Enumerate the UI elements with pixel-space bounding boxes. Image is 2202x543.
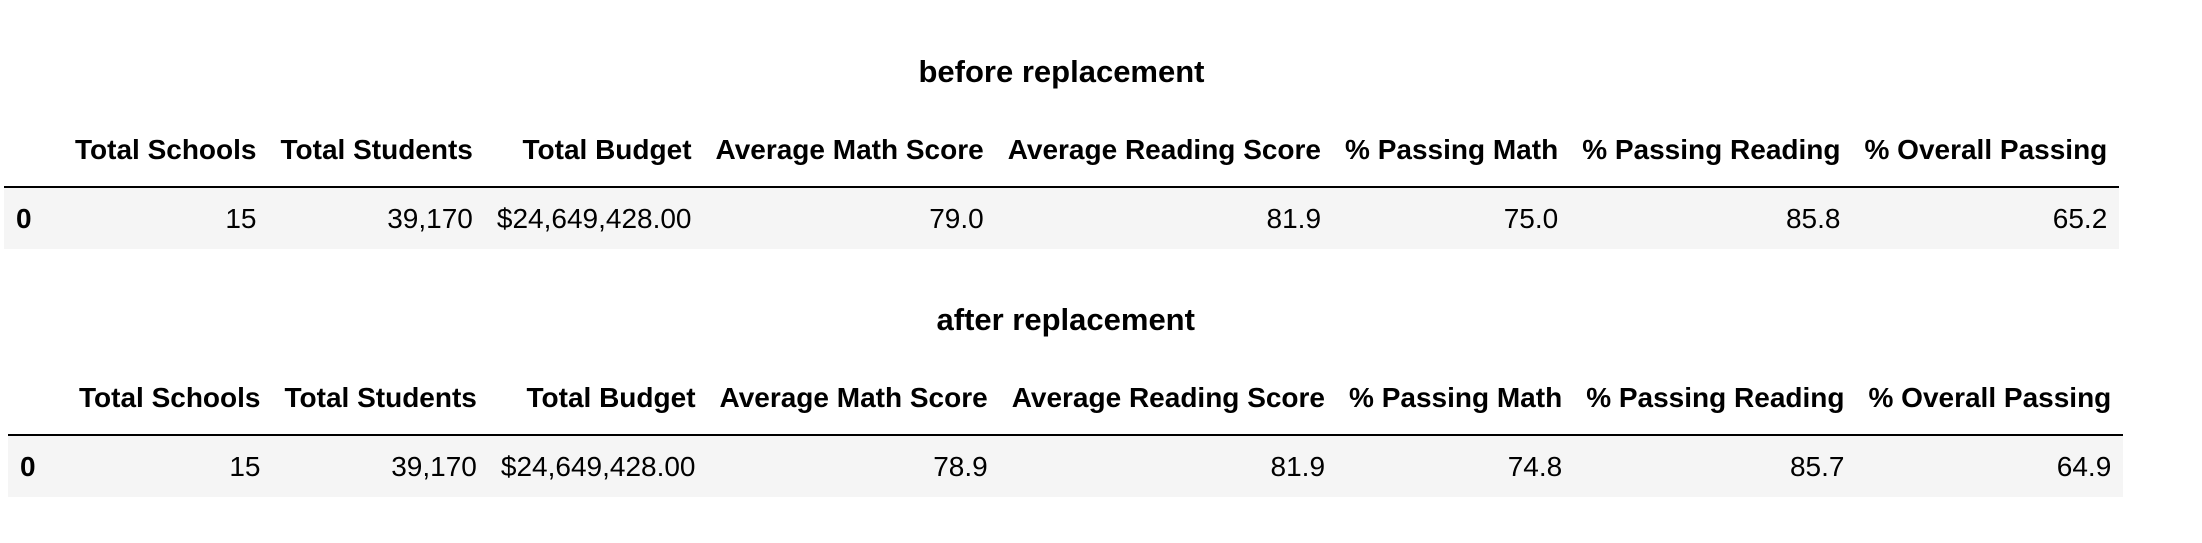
col-average-math-score: Average Math Score (707, 362, 1000, 436)
col-average-math-score: Average Math Score (703, 114, 996, 188)
cell-passing-reading: 85.7 (1789, 450, 1845, 482)
index-header (4, 114, 63, 188)
col-total-schools: Total Schools (67, 362, 273, 436)
dataframe-after: Total Schools Total Students Total Budge… (8, 362, 2124, 497)
cell-total-schools: 15 (229, 450, 261, 482)
cell-total-schools: 15 (225, 202, 257, 234)
index-header (8, 362, 67, 436)
cell-total-budget: $24,649,428.00 (500, 450, 696, 482)
cell-average-reading-score: 81.9 (1266, 202, 1322, 234)
table-row: 0 15 39,170 $24,649,428.00 79.0 81.9 75.… (4, 187, 2120, 249)
col-total-budget: Total Budget (484, 114, 704, 188)
cell-total-students: 39,170 (391, 450, 477, 482)
cell-passing-reading: 85.8 (1785, 202, 1841, 234)
col-passing-reading: % Passing Reading (1570, 114, 1853, 188)
col-average-reading-score: Average Reading Score (995, 114, 1334, 188)
cell-average-math-score: 78.9 (933, 450, 988, 482)
col-overall-passing: % Overall Passing (1852, 114, 2120, 188)
header-row: Total Schools Total Students Total Budge… (4, 114, 2120, 188)
row-index: 0 (20, 450, 36, 482)
cell-average-math-score: 79.0 (929, 202, 984, 234)
cell-passing-math: 75.0 (1503, 202, 1559, 234)
cell-passing-math: 74.8 (1507, 450, 1563, 482)
table-caption-before: before replacement (918, 54, 1205, 89)
dataframe-before: Total Schools Total Students Total Budge… (4, 114, 2120, 249)
cell-total-students: 39,170 (387, 202, 473, 234)
header-row: Total Schools Total Students Total Budge… (8, 362, 2124, 436)
col-passing-reading: % Passing Reading (1574, 362, 1857, 436)
row-index: 0 (16, 202, 32, 234)
col-total-schools: Total Schools (63, 114, 269, 188)
col-overall-passing: % Overall Passing (1856, 362, 2124, 436)
col-total-students: Total Students (268, 114, 485, 188)
col-total-budget: Total Budget (488, 362, 708, 436)
cell-total-budget: $24,649,428.00 (496, 202, 692, 234)
table-caption-after: after replacement (936, 302, 1195, 337)
col-passing-math: % Passing Math (1337, 362, 1575, 436)
cell-average-reading-score: 81.9 (1270, 450, 1326, 482)
cell-overall-passing: 65.2 (2052, 202, 2108, 234)
cell-overall-passing: 64.9 (2056, 450, 2112, 482)
col-average-reading-score: Average Reading Score (999, 362, 1338, 436)
col-total-students: Total Students (272, 362, 489, 436)
table-row: 0 15 39,170 $24,649,428.00 78.9 81.9 74.… (8, 435, 2124, 497)
col-passing-math: % Passing Math (1333, 114, 1571, 188)
